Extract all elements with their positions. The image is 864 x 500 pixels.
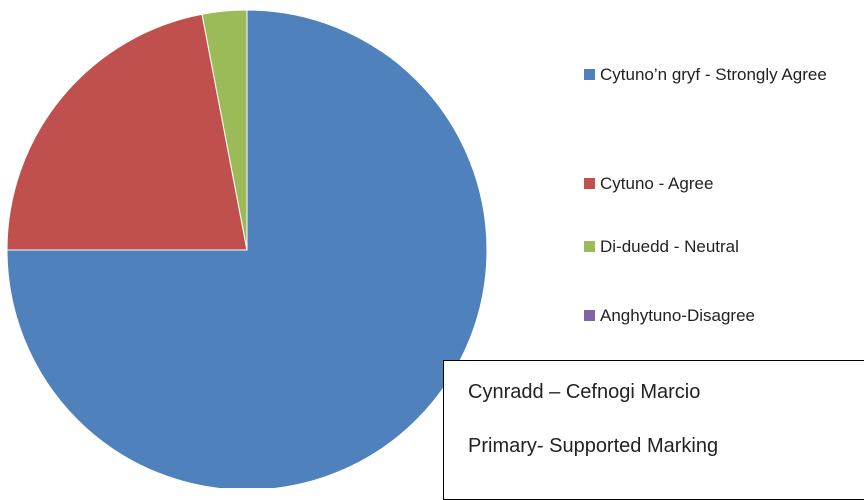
legend-label: Cytuno - Agree — [600, 174, 714, 193]
chart — [6, 9, 488, 488]
legend-swatch — [584, 178, 595, 189]
legend-item: Anghytuno-Disagree — [584, 301, 862, 331]
legend-label: Di-duedd - Neutral — [600, 237, 739, 256]
legend-swatch — [584, 69, 595, 80]
pie-slice — [201, 9, 248, 251]
legend-swatch — [584, 310, 595, 321]
legend-swatch — [584, 241, 595, 252]
pie-slice — [6, 9, 488, 488]
annotation: Cynradd – Cefnogi Marcio — [468, 381, 701, 403]
legend-item: Cytuno’n gryf - Strongly Agree — [584, 60, 862, 90]
page: {"chart_data": {"type": "pie", "categori… — [6, 9, 864, 500]
legend-item: Di-duedd - Neutral — [584, 232, 862, 262]
text-box: Cynradd – Cefnogi Marcio Primary- Suppor… — [443, 360, 864, 500]
pie-slice — [6, 13, 248, 251]
legend-item: Cytuno - Agree — [584, 169, 862, 199]
legend-label: Cytuno’n gryf - Strongly Agree — [600, 65, 827, 84]
annotation: Primary- Supported Marking — [468, 435, 719, 457]
legend-label: Anghytuno-Disagree — [600, 306, 755, 325]
